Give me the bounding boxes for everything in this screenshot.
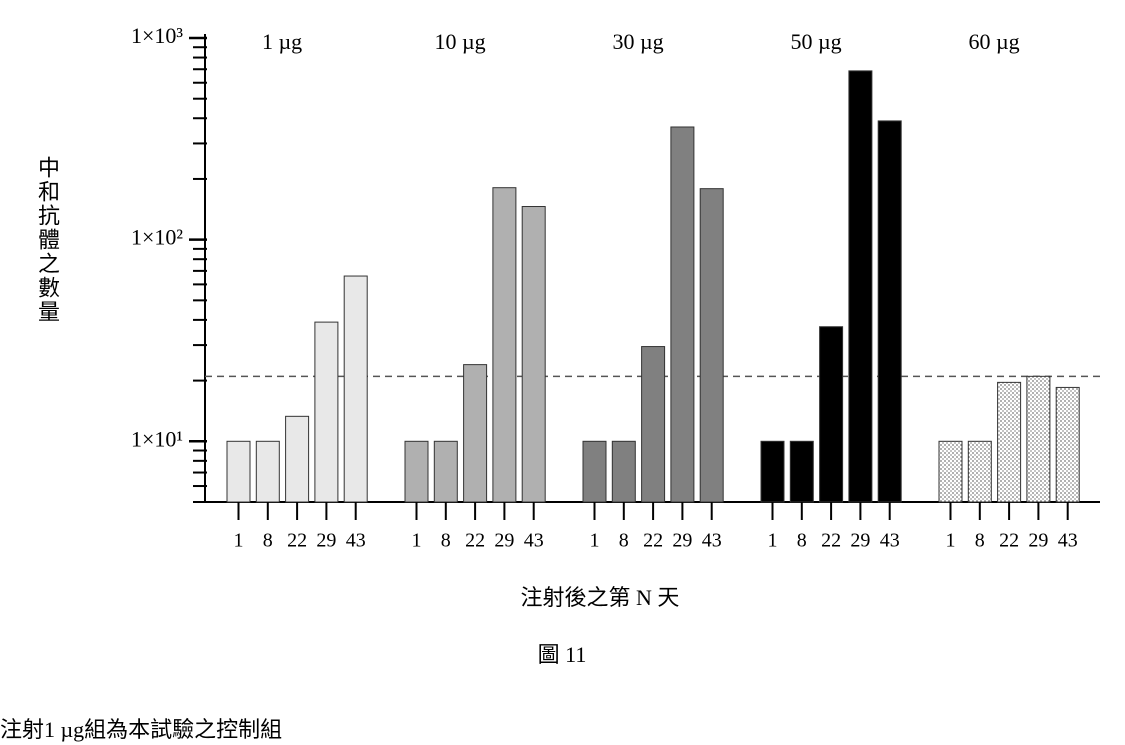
x-tick-label: 1 [234,530,244,552]
x-tick-label: 8 [619,530,629,552]
x-tick-label: 8 [797,530,807,552]
figure-caption: 圖 11 [538,642,587,667]
bar [404,440,429,503]
y-tick-label: 1×10³ [131,23,183,48]
bar [611,440,636,503]
footnote: 注射1 µg組為本試驗之控制組 [0,717,282,742]
x-tick-label: 43 [524,530,544,552]
bar [967,440,992,503]
bar [848,70,873,503]
x-tick-label: 29 [494,530,514,552]
bar [699,188,724,503]
y-tick-label: 1×10¹ [131,426,183,451]
x-tick-label: 1 [412,530,422,552]
x-tick-label: 43 [880,530,900,552]
bar [1055,386,1080,503]
bar [938,440,963,503]
bar [285,415,310,503]
x-tick-label: 22 [465,530,485,552]
x-tick-label: 8 [975,530,985,552]
bar [492,187,517,503]
x-axis-title: 注射後之第 N 天 [521,585,680,610]
x-tick-label: 8 [263,530,273,552]
x-tick-label: 22 [643,530,663,552]
bar [641,346,666,503]
bar [997,381,1022,503]
x-tick-label: 1 [590,530,600,552]
bar [521,206,546,503]
x-tick-label: 1 [768,530,778,552]
bar [760,440,785,503]
x-tick-label: 29 [1028,530,1048,552]
bar [789,440,814,503]
group-label: 1 µg [262,29,302,54]
x-tick-label: 43 [702,530,722,552]
x-tick-label: 22 [821,530,841,552]
x-tick-label: 29 [316,530,336,552]
x-tick-label: 43 [346,530,366,552]
bar [255,440,280,503]
bar [463,364,488,503]
bar [670,126,695,503]
bar [1026,375,1051,503]
bar [582,440,607,503]
y-tick-label: 1×10² [131,225,183,250]
bar [343,275,368,503]
x-tick-label: 8 [441,530,451,552]
group-label: 50 µg [791,29,842,54]
group-label: 60 µg [969,29,1020,54]
x-tick-label: 22 [287,530,307,552]
x-tick-label: 1 [946,530,956,552]
bar [314,321,339,503]
bar [226,440,251,503]
bar [433,440,458,503]
x-tick-label: 43 [1058,530,1078,552]
group-label: 30 µg [613,29,664,54]
bar [819,326,844,503]
y-axis-title: 中和抗體之數量 [35,156,60,324]
bar [877,120,902,503]
group-label: 10 µg [435,29,486,54]
x-tick-label: 22 [999,530,1019,552]
x-tick-label: 29 [672,530,692,552]
x-tick-label: 29 [850,530,870,552]
